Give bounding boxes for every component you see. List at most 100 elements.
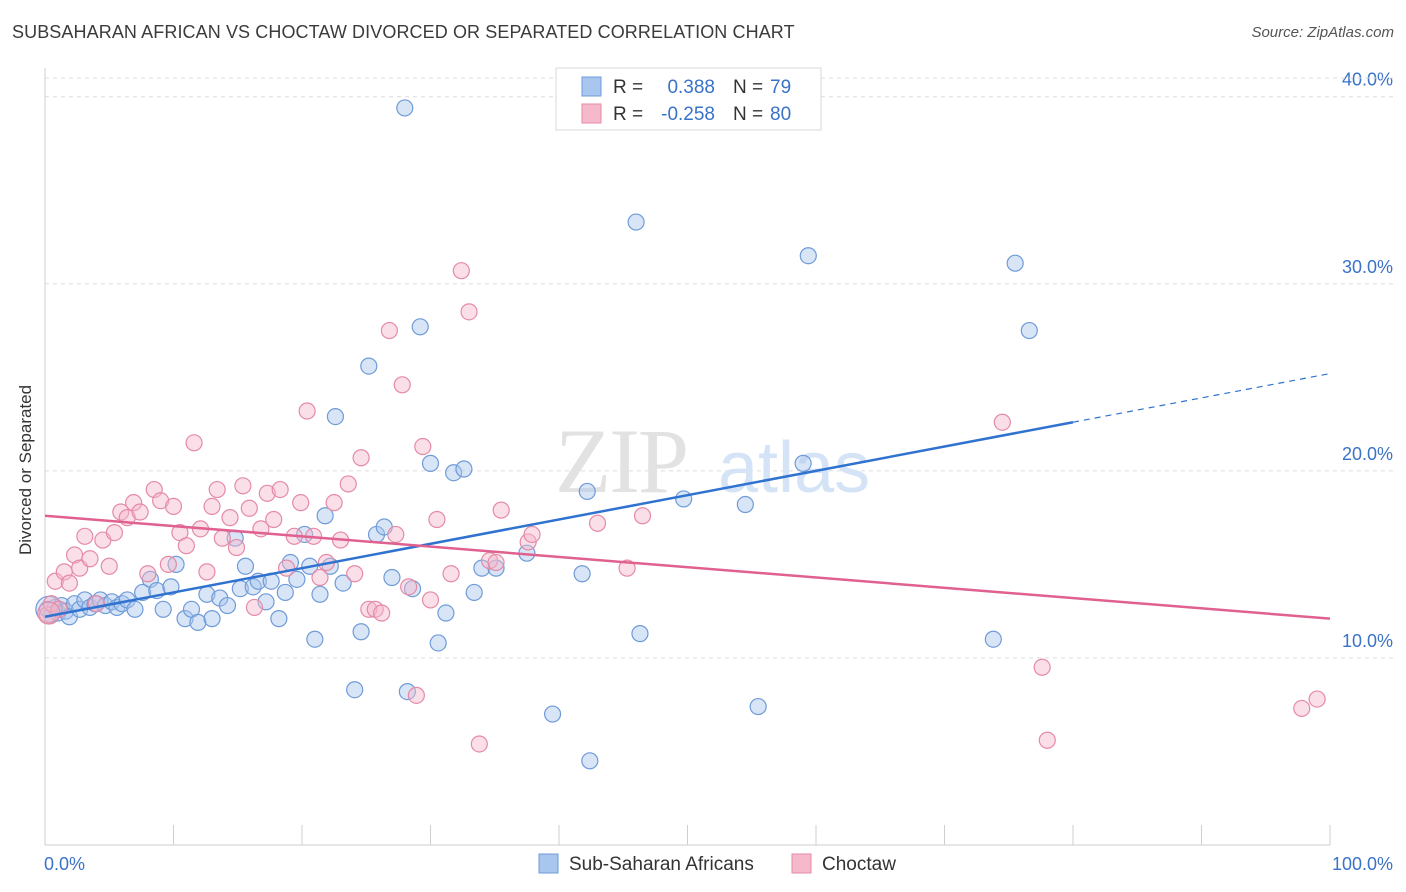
legend-swatch bbox=[581, 76, 602, 97]
data-point bbox=[276, 583, 294, 602]
data-point bbox=[1033, 658, 1051, 676]
x-tick-label: 0.0% bbox=[44, 854, 85, 874]
data-point bbox=[414, 437, 432, 456]
data-point bbox=[240, 499, 258, 517]
data-point bbox=[126, 600, 144, 618]
watermark-zip: ZIP bbox=[555, 410, 687, 512]
data-point bbox=[618, 559, 636, 577]
data-point bbox=[352, 449, 370, 467]
data-point bbox=[428, 510, 446, 529]
y-tick-label: 40.0% bbox=[1342, 70, 1393, 90]
data-point bbox=[736, 495, 754, 514]
data-point bbox=[633, 507, 652, 525]
data-point bbox=[76, 527, 94, 545]
axes: 0.0% 100.0% bbox=[44, 68, 1393, 874]
data-point bbox=[60, 574, 79, 592]
data-point bbox=[360, 357, 378, 375]
y-tick-label: 30.0% bbox=[1342, 257, 1393, 277]
data-point bbox=[105, 523, 123, 542]
data-point bbox=[100, 557, 118, 575]
data-point bbox=[131, 503, 149, 521]
y-tick-label: 10.0% bbox=[1342, 631, 1393, 651]
data-point bbox=[481, 552, 499, 570]
data-point bbox=[234, 477, 252, 495]
data-point bbox=[631, 625, 649, 643]
bottom-legend-label: Choctaw bbox=[822, 854, 896, 875]
data-point bbox=[326, 408, 345, 426]
legend-swatch bbox=[581, 103, 602, 124]
data-point bbox=[227, 538, 246, 557]
data-point bbox=[543, 705, 562, 723]
data-point bbox=[393, 376, 411, 394]
data-point bbox=[258, 484, 276, 502]
data-point bbox=[125, 494, 143, 512]
chart-title: SUBSAHARAN AFRICAN VS CHOCTAW DIVORCED O… bbox=[12, 22, 795, 42]
data-point bbox=[288, 570, 306, 588]
data-point bbox=[411, 318, 429, 336]
data-point bbox=[46, 572, 64, 590]
data-point bbox=[298, 402, 316, 420]
data-point bbox=[311, 568, 329, 587]
legend-r-label: R = bbox=[613, 77, 643, 98]
data-point bbox=[1308, 690, 1326, 708]
data-point bbox=[1020, 321, 1038, 340]
bottom-legend-swatch bbox=[791, 853, 812, 874]
data-point bbox=[373, 604, 391, 622]
data-point bbox=[81, 550, 99, 568]
data-point bbox=[221, 509, 239, 527]
data-point bbox=[346, 681, 364, 699]
data-point bbox=[189, 613, 207, 631]
data-point bbox=[176, 610, 194, 628]
data-point bbox=[794, 454, 812, 472]
data-point bbox=[271, 480, 289, 499]
x-tick-label: 100.0% bbox=[1332, 854, 1393, 874]
data-point bbox=[198, 563, 216, 581]
data-point bbox=[460, 303, 478, 321]
data-point bbox=[306, 630, 324, 648]
data-point bbox=[325, 494, 343, 512]
data-point bbox=[164, 497, 183, 515]
trend-line-sub-saharan-africans bbox=[44, 420, 1074, 618]
data-point bbox=[470, 735, 488, 753]
data-point bbox=[437, 604, 455, 622]
data-point bbox=[675, 490, 693, 508]
data-point bbox=[455, 460, 473, 478]
data-point bbox=[346, 565, 364, 583]
data-point bbox=[387, 525, 405, 544]
series-sub-saharan-africans bbox=[35, 99, 1038, 770]
data-point bbox=[292, 494, 310, 512]
data-point bbox=[383, 568, 401, 587]
data-point bbox=[492, 501, 510, 519]
data-point bbox=[429, 634, 447, 652]
bottom-legend-swatch bbox=[538, 853, 559, 874]
chart-source: Source: ZipAtlas.com bbox=[1251, 24, 1394, 41]
data-point bbox=[213, 529, 231, 547]
data-point bbox=[316, 507, 334, 525]
data-point bbox=[218, 596, 237, 615]
data-point bbox=[487, 553, 505, 572]
legend-n-label: N = bbox=[733, 104, 763, 125]
data-point bbox=[421, 454, 440, 472]
data-point bbox=[588, 514, 607, 532]
data-point bbox=[523, 525, 541, 544]
legend-r-label: R = bbox=[613, 104, 643, 125]
data-point bbox=[154, 600, 172, 618]
bottom-legend: Sub-Saharan Africans Choctaw bbox=[538, 853, 896, 875]
data-point bbox=[203, 497, 221, 515]
data-point bbox=[159, 555, 177, 573]
data-point bbox=[984, 630, 1002, 648]
data-point bbox=[407, 686, 425, 704]
data-point bbox=[445, 464, 463, 482]
data-point bbox=[1293, 699, 1311, 718]
legend-r-value: -0.258 bbox=[661, 104, 715, 125]
data-point bbox=[236, 557, 255, 575]
legend: R = 0.388 N = 79 R = -0.258 N = 80 bbox=[555, 67, 822, 131]
trend-lines bbox=[44, 372, 1331, 620]
legend-r-value: 0.388 bbox=[667, 77, 715, 98]
data-point bbox=[270, 610, 288, 628]
data-point bbox=[208, 480, 226, 499]
data-point bbox=[277, 559, 296, 577]
data-point bbox=[400, 578, 418, 596]
data-point bbox=[177, 537, 195, 555]
